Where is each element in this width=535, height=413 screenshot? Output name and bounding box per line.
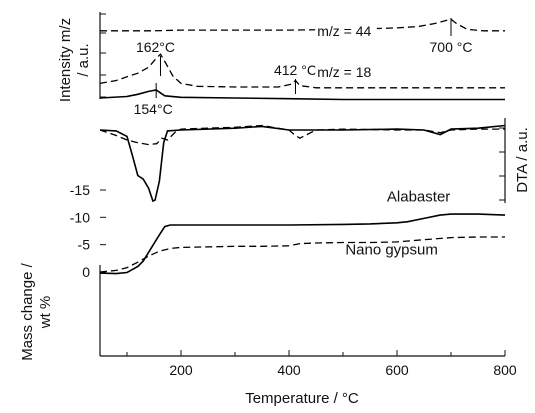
ms-annotation-label: 162°C	[136, 39, 175, 55]
ms-annotation-label: m/z = 44	[317, 23, 371, 39]
tg-x-tick-label: 800	[493, 362, 517, 378]
tg-series-label: Alabaster	[387, 188, 450, 205]
ms-series-solid-2-line	[99, 89, 505, 101]
dta-series-nano-gypsum-line	[99, 124, 505, 146]
dta-panel: DTA / a.u.	[99, 118, 531, 203]
ms-annotation-bg	[315, 24, 377, 39]
tg-y-tick-label: -5	[78, 237, 91, 253]
tg-y-axis-label: Mass change /wt %	[19, 262, 54, 360]
ms-annotation-label: m/z = 18	[317, 64, 371, 80]
tg-panel: 0 -5 -10 -15 200 400 600 800 Nano gypsum Alabaste…	[19, 182, 517, 407]
tg-y-tick-label: -10	[70, 209, 90, 225]
ms-y-axis-label-line: / a.u.	[75, 43, 92, 76]
ms-annotation-bg	[315, 65, 377, 80]
tg-series-label: Nano gypsum	[345, 242, 438, 259]
tg-y-axis-label-line: Mass change /	[19, 262, 36, 360]
tg-y-tick-label: 0	[82, 264, 90, 280]
ms-y-axis-label-line: Intensity m/z	[57, 18, 74, 102]
tg-y-tick-label: -15	[70, 182, 90, 198]
ms-annotation-label: 700 °C	[430, 39, 473, 55]
tg-series-alabaster-line	[99, 213, 506, 275]
ms-series-m-z-18-line	[99, 53, 505, 89]
ms-annotation-label: 154°C	[134, 101, 173, 117]
tg-x-tick-label: 200	[169, 362, 193, 378]
tg-series-nano-gypsum-line	[99, 236, 505, 273]
dta-y-axis-label: DTA / a.u.	[514, 127, 531, 193]
ms-panel: 162°C 412 °C m/z = 18 154°C m/z = 44 700 °C In…	[57, 12, 505, 117]
tg-x-axis-label: Temperature / °C	[245, 390, 359, 407]
tg-x-tick-label: 400	[277, 362, 301, 378]
tg-x-tick-label: 600	[385, 362, 409, 378]
ms-annotation-label: 412 °C	[274, 62, 317, 78]
ms-series-m-z-44-line	[100, 18, 505, 32]
ms-y-axis-label: Intensity m/z/ a.u.	[57, 18, 92, 102]
tg-y-axis-label-line: wt %	[37, 296, 54, 330]
